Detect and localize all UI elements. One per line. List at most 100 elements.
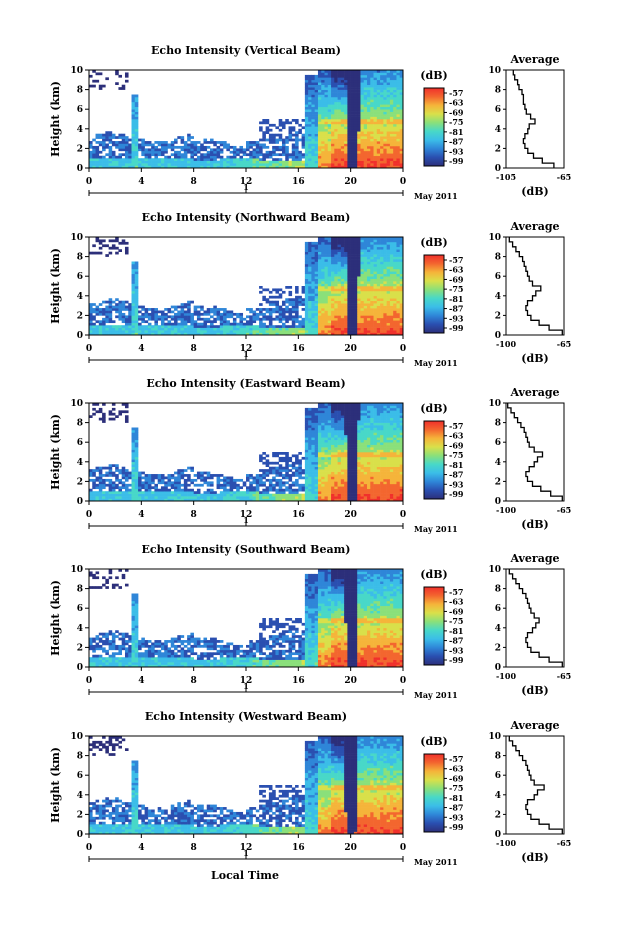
heatmap-cell bbox=[213, 158, 217, 161]
heatmap-cell bbox=[121, 332, 126, 336]
heatmap-cell bbox=[350, 241, 355, 245]
heatmap-cell bbox=[213, 332, 217, 336]
heatmap-cell bbox=[393, 106, 397, 110]
heatmap-cell bbox=[304, 249, 309, 252]
heatmap-cell bbox=[134, 158, 139, 161]
heatmap-cell bbox=[337, 92, 342, 95]
heatmap-cell bbox=[376, 317, 381, 321]
heatmap-cell bbox=[285, 300, 289, 304]
heatmap-cell bbox=[314, 410, 319, 414]
heatmap-cell bbox=[252, 160, 257, 164]
heatmap-cell bbox=[370, 96, 374, 100]
heatmap-cell bbox=[327, 298, 332, 301]
heatmap-cell bbox=[331, 290, 335, 294]
heatmap-cell bbox=[131, 459, 136, 463]
heatmap-cell bbox=[131, 444, 136, 448]
heatmap-cell bbox=[347, 82, 351, 85]
heatmap-cell bbox=[321, 128, 325, 132]
heatmap-cell bbox=[98, 478, 103, 482]
heatmap-cell bbox=[370, 276, 374, 279]
heatmap-cell bbox=[128, 327, 132, 331]
heatmap-cell bbox=[340, 77, 345, 81]
heatmap-cell bbox=[128, 317, 132, 321]
heatmap-cell bbox=[288, 496, 293, 499]
heatmap-cell bbox=[386, 72, 391, 76]
heatmap-cell bbox=[376, 141, 381, 144]
heatmap-cell bbox=[255, 158, 260, 161]
heatmap-cell bbox=[367, 286, 371, 289]
heatmap-cell bbox=[393, 111, 397, 115]
heatmap-cell bbox=[200, 474, 204, 477]
heatmap-cell bbox=[314, 111, 319, 115]
heatmap-cell bbox=[206, 332, 211, 336]
heatmap-cell bbox=[350, 109, 355, 112]
heatmap-cell bbox=[167, 493, 172, 497]
heatmap-cell bbox=[131, 138, 136, 142]
heatmap-cell bbox=[298, 150, 302, 154]
heatmap-cell bbox=[128, 160, 132, 164]
heatmap-cell bbox=[393, 82, 397, 85]
heatmap-cell bbox=[314, 266, 319, 270]
heatmap-cell bbox=[193, 141, 198, 144]
heatmap-cell bbox=[275, 145, 280, 149]
heatmap-cell bbox=[268, 123, 273, 127]
heatmap-cell bbox=[350, 303, 355, 306]
heatmap-cell bbox=[308, 322, 312, 326]
heatmap-cell bbox=[203, 158, 208, 161]
heatmap-cell bbox=[308, 442, 312, 445]
heatmap-cell bbox=[386, 158, 391, 161]
heatmap-cell bbox=[311, 256, 315, 260]
heatmap-cell bbox=[108, 417, 113, 421]
heatmap-cell bbox=[373, 263, 378, 267]
heatmap-cell bbox=[317, 72, 322, 76]
heatmap-cell bbox=[350, 271, 355, 275]
heatmap-cell bbox=[124, 150, 129, 154]
heatmap-cell bbox=[340, 150, 345, 154]
heatmap-cell bbox=[327, 148, 332, 152]
heatmap-cell bbox=[331, 128, 335, 132]
heatmap-cell bbox=[311, 160, 315, 164]
heatmap-cell bbox=[396, 133, 401, 137]
heatmap-cell bbox=[278, 456, 283, 460]
heatmap-cell bbox=[383, 300, 387, 304]
heatmap-cell bbox=[350, 298, 355, 301]
heatmap-cell bbox=[187, 148, 191, 152]
heatmap-cell bbox=[334, 77, 338, 81]
heatmap-cell bbox=[347, 136, 351, 139]
heatmap-cell bbox=[193, 330, 198, 333]
heatmap-cell bbox=[367, 290, 371, 294]
heatmap-cell bbox=[131, 160, 136, 164]
heatmap-cell bbox=[232, 330, 237, 333]
heatmap-cell bbox=[131, 469, 136, 472]
heatmap-cell bbox=[223, 330, 227, 333]
heatmap-cell bbox=[331, 256, 335, 260]
heatmap-cell bbox=[115, 305, 119, 309]
heatmap-cell bbox=[399, 271, 404, 275]
heatmap-cell bbox=[111, 239, 116, 243]
heatmap-cell bbox=[334, 259, 338, 262]
heatmap-cell bbox=[268, 312, 273, 316]
heatmap-cell bbox=[285, 474, 289, 477]
heatmap-cell bbox=[295, 298, 299, 301]
heatmap-cell bbox=[383, 99, 387, 103]
heatmap-cell bbox=[399, 128, 404, 132]
heatmap-cell bbox=[118, 488, 123, 492]
heatmap-cell bbox=[360, 148, 365, 152]
heatmap-cell bbox=[232, 322, 237, 326]
heatmap-cell bbox=[327, 99, 332, 103]
heatmap-cell bbox=[353, 70, 358, 73]
heatmap-cell bbox=[386, 325, 391, 328]
heatmap-cell bbox=[327, 77, 332, 81]
heatmap-cell bbox=[357, 259, 361, 262]
heatmap-cell bbox=[206, 481, 211, 485]
heatmap-cell bbox=[246, 143, 250, 147]
heatmap-cell bbox=[151, 474, 155, 477]
heatmap-cell bbox=[331, 101, 335, 105]
heatmap-cell bbox=[298, 153, 302, 157]
heatmap-cell bbox=[147, 308, 152, 311]
heatmap-cell bbox=[304, 456, 309, 460]
heatmap-cell bbox=[304, 434, 309, 438]
heatmap-cell bbox=[327, 153, 332, 157]
heatmap-cell bbox=[154, 332, 158, 336]
heatmap-cell bbox=[380, 263, 384, 267]
